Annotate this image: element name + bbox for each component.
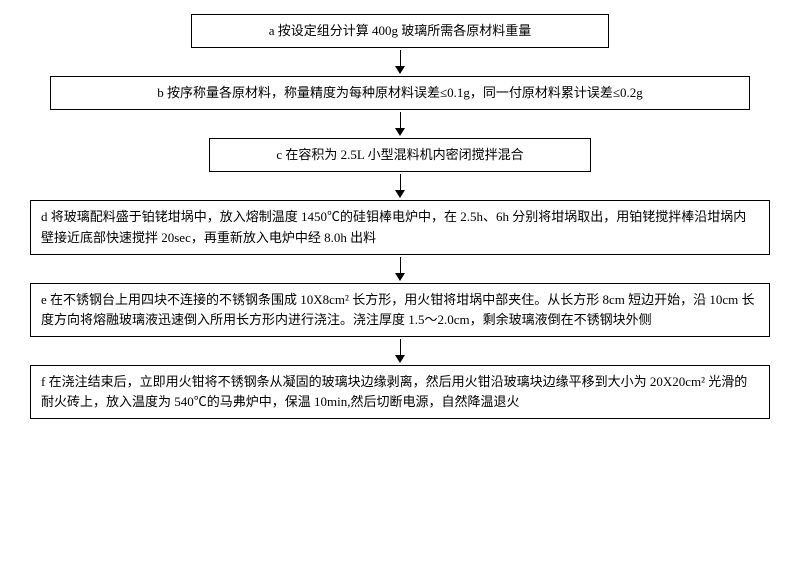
process-flowchart: a 按设定组分计算 400g 玻璃所需各原材料重量 b 按序称量各原材料，称量精… [0, 0, 800, 433]
arrow-a-b [395, 50, 405, 74]
step-f: f 在浇注结束后，立即用火钳将不锈钢条从凝固的玻璃块边缘剥离，然后用火钳沿玻璃块… [30, 365, 770, 419]
arrow-e-f [395, 339, 405, 363]
step-e: e 在不锈钢台上用四块不连接的不锈钢条围成 10X8cm² 长方形，用火钳将坩埚… [30, 283, 770, 337]
arrow-d-e [395, 257, 405, 281]
step-b: b 按序称量各原材料，称量精度为每种原材料误差≤0.1g，同一付原材料累计误差≤… [50, 76, 750, 110]
arrow-c-d [395, 174, 405, 198]
step-d: d 将玻璃配料盛于铂铑坩埚中，放入熔制温度 1450℃的硅钼棒电炉中，在 2.5… [30, 200, 770, 254]
step-a: a 按设定组分计算 400g 玻璃所需各原材料重量 [191, 14, 609, 48]
step-c: c 在容积为 2.5L 小型混料机内密闭搅拌混合 [209, 138, 591, 172]
arrow-b-c [395, 112, 405, 136]
